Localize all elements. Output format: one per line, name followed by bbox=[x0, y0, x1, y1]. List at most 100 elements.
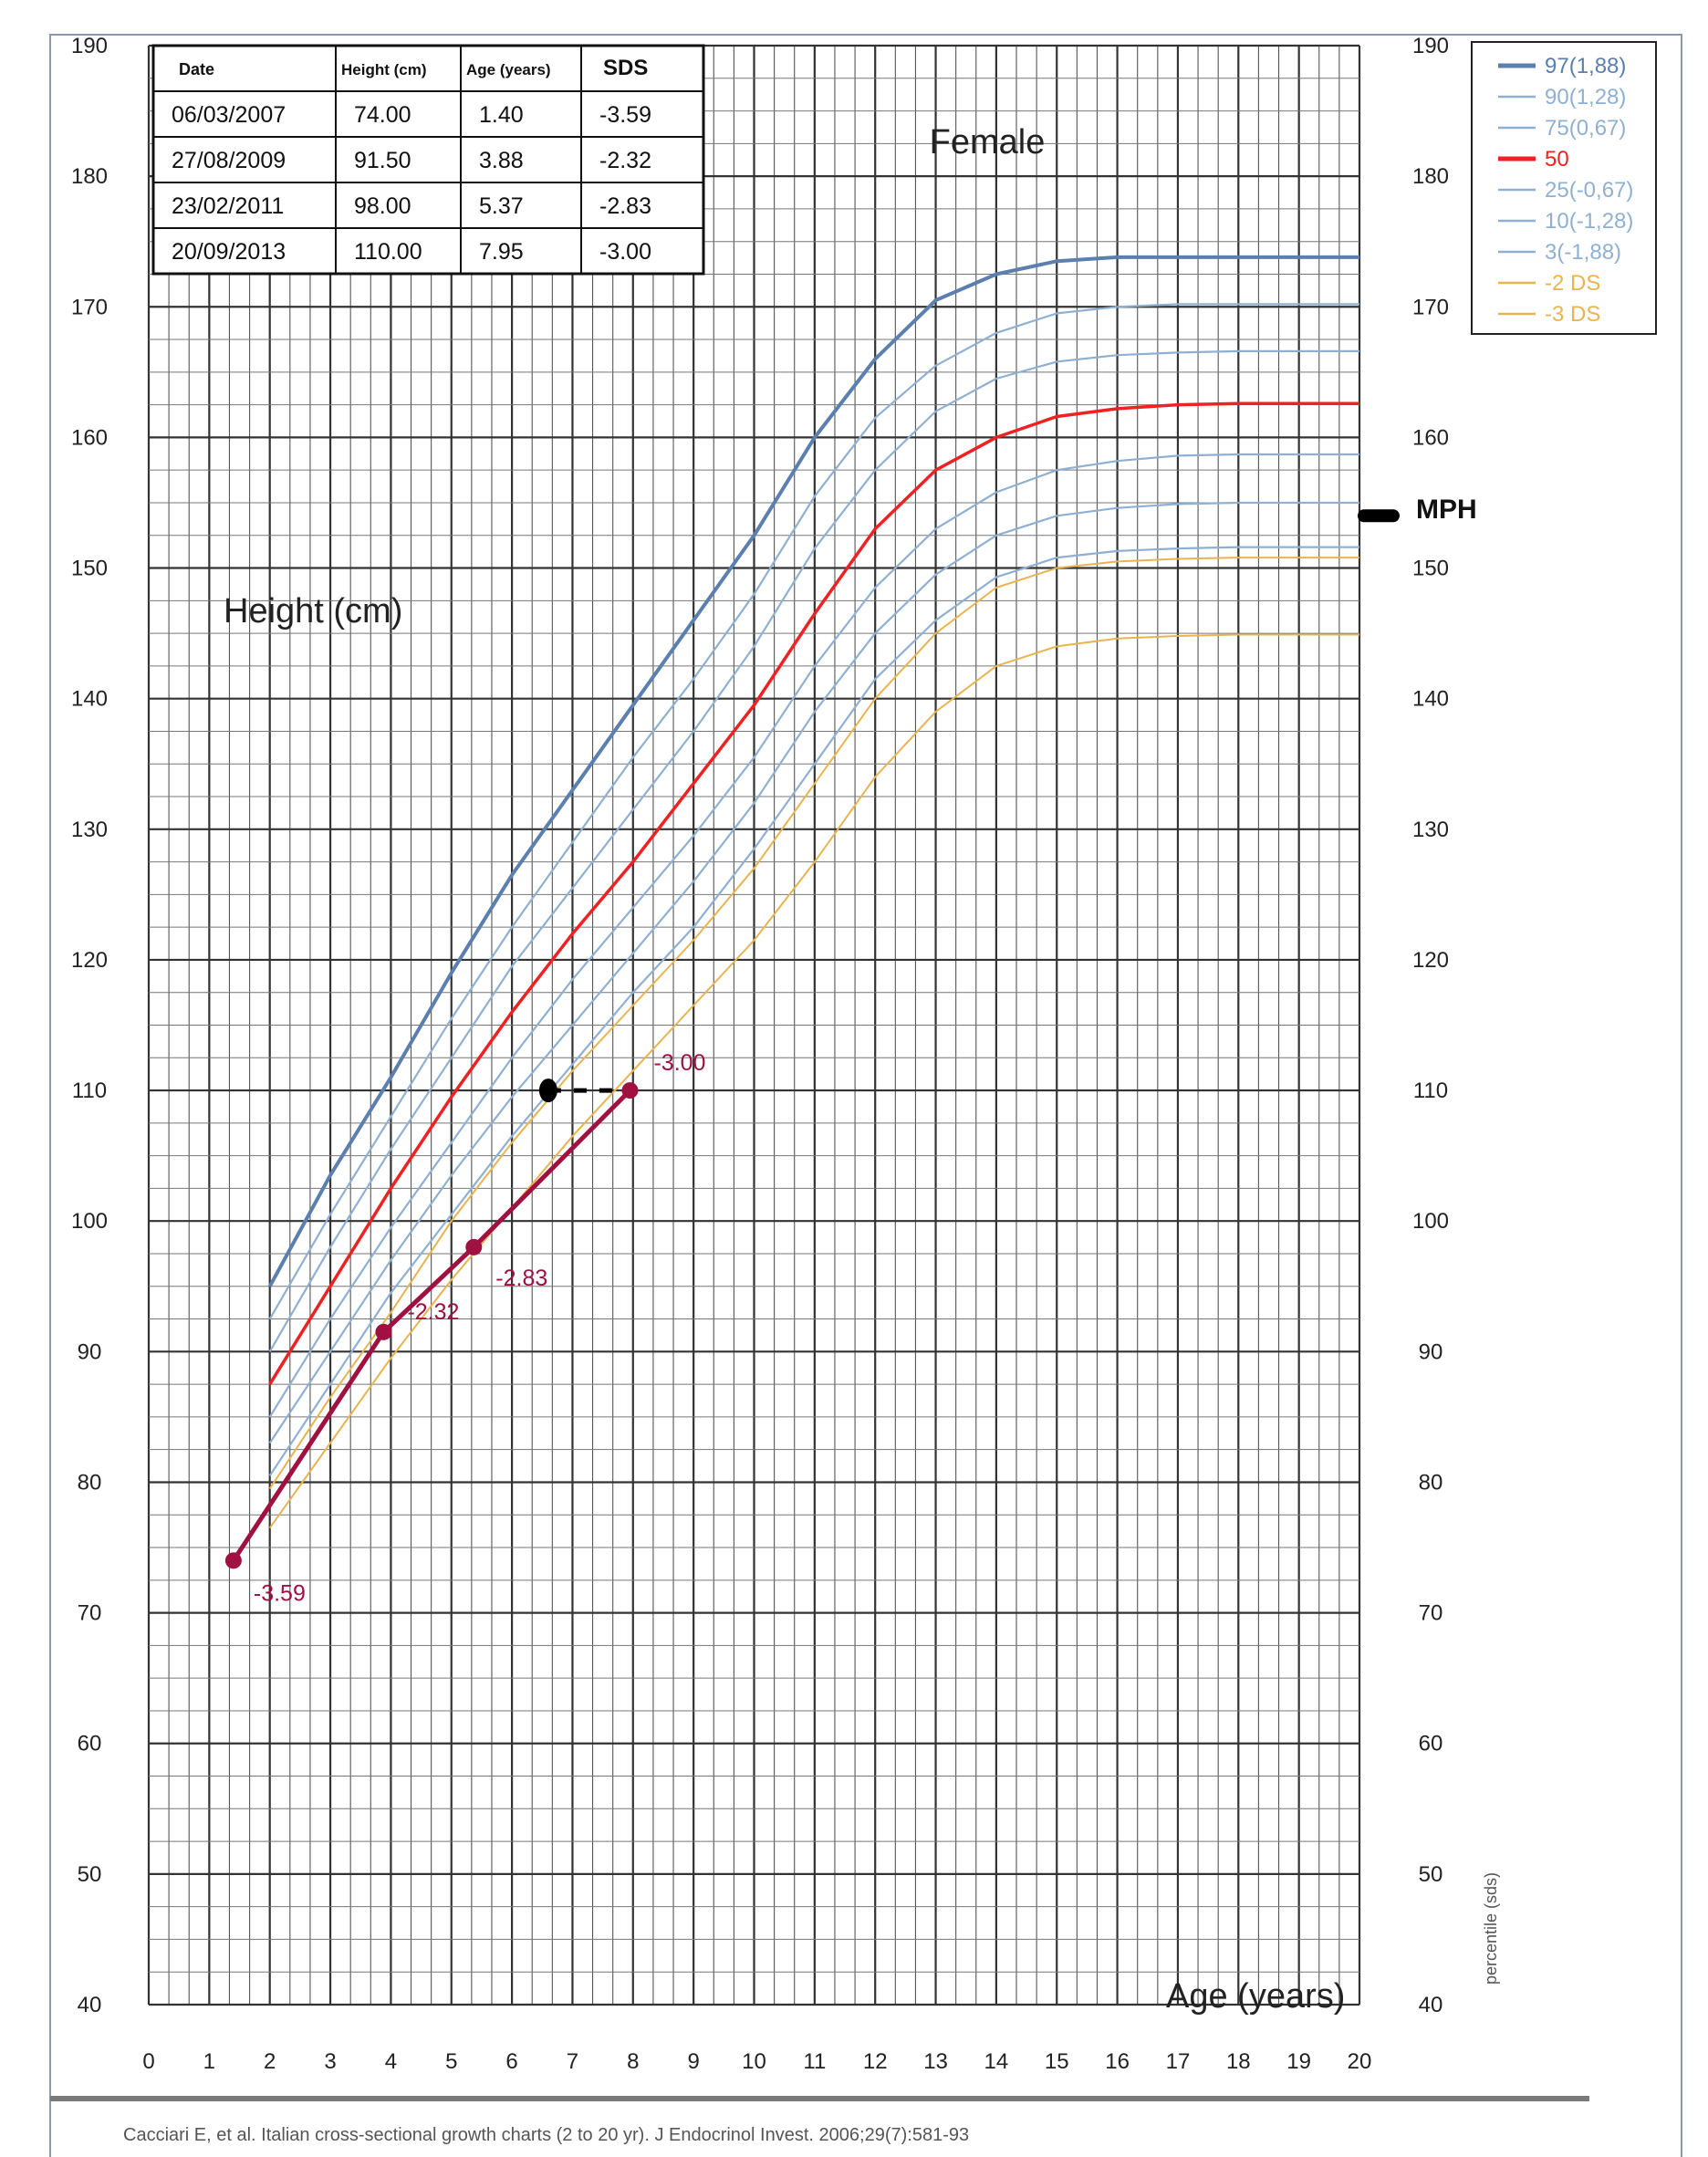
x-tick-label: 13 bbox=[923, 2049, 948, 2074]
y-tick-label-right: 50 bbox=[1419, 1862, 1443, 1887]
curve-50 bbox=[268, 401, 1359, 1386]
x-axis-title: Age (years) bbox=[1166, 1977, 1345, 2016]
patient-sds-label: -3.59 bbox=[254, 1580, 306, 1606]
table-cell: 5.37 bbox=[479, 193, 524, 219]
table-cell: -3.59 bbox=[599, 102, 651, 128]
legend-label: 90(1,28) bbox=[1545, 85, 1626, 109]
patient-point bbox=[375, 1323, 392, 1340]
y-tick-label-right: 100 bbox=[1412, 1209, 1449, 1234]
patient-point bbox=[465, 1238, 483, 1256]
table-cell: -3.00 bbox=[599, 239, 651, 265]
side-axis-label: percentile (sds) bbox=[1482, 1872, 1500, 1985]
y-tick-label-left: 70 bbox=[78, 1601, 102, 1626]
patient-sds-label: -3.00 bbox=[653, 1050, 705, 1076]
y-tick-label-left: 180 bbox=[71, 164, 108, 189]
x-tick-label: 6 bbox=[505, 2049, 517, 2074]
percentile-curves bbox=[267, 255, 1359, 1529]
y-tick-label-right: 190 bbox=[1412, 34, 1449, 58]
table-cell: -2.83 bbox=[599, 193, 651, 219]
table-cell: 06/03/2007 bbox=[172, 102, 286, 128]
x-tick-label: 0 bbox=[142, 2049, 154, 2074]
table-cell: 20/09/2013 bbox=[172, 239, 286, 265]
x-tick-label: 11 bbox=[803, 2049, 826, 2074]
y-tick-label-left: 90 bbox=[78, 1339, 102, 1364]
x-tick-label: 15 bbox=[1045, 2049, 1069, 2074]
legend-label: -3 DS bbox=[1545, 302, 1600, 327]
y-tick-label-left: 190 bbox=[71, 34, 108, 58]
legend-label: 3(-1,88) bbox=[1545, 240, 1621, 265]
table-cell: 110.00 bbox=[354, 239, 422, 265]
y-tick-label-left: 100 bbox=[71, 1209, 108, 1234]
patient-sds-label: -2.83 bbox=[495, 1266, 547, 1291]
legend-label: 50 bbox=[1545, 147, 1569, 172]
y-tick-label-left: 50 bbox=[78, 1862, 102, 1887]
table-cell: 27/08/2009 bbox=[172, 148, 286, 173]
y-tick-label-left: 60 bbox=[78, 1732, 102, 1756]
x-tick-label: 2 bbox=[264, 2049, 276, 2074]
table-cell: 3.88 bbox=[479, 148, 524, 173]
table-cell: 1.40 bbox=[479, 102, 524, 128]
height-age-marker bbox=[538, 1078, 557, 1103]
y-tick-label-right: 140 bbox=[1412, 687, 1449, 712]
x-tick-label: 12 bbox=[863, 2049, 888, 2074]
y-tick-label-left: 150 bbox=[71, 557, 108, 581]
patient-sds-label: -2.32 bbox=[407, 1299, 459, 1325]
table-cell: 23/02/2011 bbox=[172, 193, 284, 219]
x-tick-label: 18 bbox=[1226, 2049, 1251, 2074]
curve-3(-1,88) bbox=[268, 546, 1359, 1476]
x-tick-label: 10 bbox=[742, 2049, 766, 2074]
y-tick-label-left: 160 bbox=[71, 425, 108, 450]
y-tick-label-right: 80 bbox=[1419, 1470, 1443, 1495]
x-tick-label: 1 bbox=[203, 2049, 215, 2074]
y-tick-label-left: 140 bbox=[71, 687, 108, 712]
x-tick-label: 7 bbox=[567, 2049, 578, 2074]
y-tick-label-right: 60 bbox=[1419, 1732, 1443, 1756]
measurement-table: Date Height (cm) Age (years) SDS 06/03/2007 7… bbox=[151, 44, 705, 276]
y-axis-title: Height (cm) bbox=[224, 592, 402, 630]
x-tick-label: 5 bbox=[445, 2049, 457, 2074]
table-header-cell: SDS bbox=[603, 56, 648, 80]
x-tick-label: 20 bbox=[1348, 2049, 1372, 2074]
citation: Cacciari E, et al. Italian cross-section… bbox=[123, 2125, 969, 2145]
curve-25(-0,67) bbox=[268, 453, 1359, 1418]
patient-point bbox=[621, 1082, 639, 1099]
y-tick-label-right: 110 bbox=[1413, 1078, 1448, 1103]
curve-90(1,28) bbox=[268, 303, 1359, 1320]
y-tick-label-right: 70 bbox=[1419, 1601, 1443, 1626]
y-tick-label-left: 80 bbox=[78, 1470, 102, 1495]
table-cell: 98.00 bbox=[354, 193, 411, 219]
legend-label: -2 DS bbox=[1545, 271, 1600, 296]
y-tick-label-right: 120 bbox=[1412, 948, 1449, 973]
y-tick-label-right: 90 bbox=[1419, 1339, 1443, 1364]
x-tick-label: 19 bbox=[1286, 2049, 1311, 2074]
curve-75(0,67) bbox=[268, 349, 1359, 1352]
y-tick-label-left: 120 bbox=[71, 948, 108, 973]
patient-series: -3.59 -2.32 -2.83 -3.00 bbox=[224, 509, 1400, 1606]
y-tick-label-left: 40 bbox=[78, 1993, 102, 2017]
legend-label: 10(-1,28) bbox=[1545, 209, 1633, 234]
mph-marker bbox=[1358, 509, 1400, 523]
table-cell: 7.95 bbox=[479, 239, 524, 265]
legend-label: 25(-0,67) bbox=[1545, 178, 1633, 203]
curve--3 DS bbox=[268, 633, 1359, 1529]
grid bbox=[147, 44, 1361, 2006]
legend-label: 75(0,67) bbox=[1545, 116, 1626, 141]
table-header-cell: Date bbox=[179, 60, 214, 78]
y-tick-label-right: 130 bbox=[1412, 818, 1449, 842]
y-tick-label-left: 130 bbox=[71, 818, 108, 842]
x-tick-label: 4 bbox=[385, 2049, 397, 2074]
chart-frame bbox=[49, 34, 1682, 2157]
table-cell: -2.32 bbox=[599, 148, 651, 173]
x-tick-label: 8 bbox=[627, 2049, 639, 2074]
x-tick-label: 9 bbox=[687, 2049, 699, 2074]
x-tick-label: 16 bbox=[1105, 2049, 1130, 2074]
table-border bbox=[151, 44, 705, 276]
curve--2 DS bbox=[268, 557, 1359, 1490]
curve-97(1,88) bbox=[267, 255, 1359, 1287]
y-tick-label-right: 170 bbox=[1412, 295, 1449, 319]
x-tick-label: 3 bbox=[324, 2049, 336, 2074]
x-tick-label: 14 bbox=[984, 2049, 1009, 2074]
table-header-cell: Height (cm) bbox=[341, 61, 427, 78]
